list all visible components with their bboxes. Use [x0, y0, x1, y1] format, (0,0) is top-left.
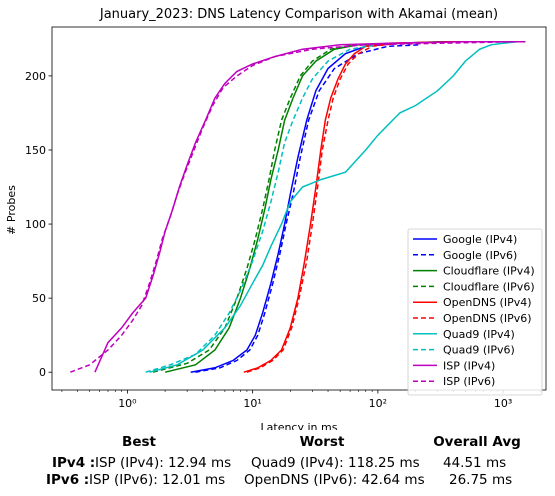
summary-stats: Best Worst Overall Avg IPv4 : ISP (IPv4)…: [0, 430, 555, 496]
legend-label-google-ipv4: Google (IPv4): [443, 233, 517, 246]
legend-label-isp-ipv4: ISP (IPv4): [443, 359, 495, 372]
y-tick-label: 200: [25, 70, 46, 83]
x-axis-label: Latency in ms: [261, 421, 338, 430]
legend-label-quad9-ipv6: Quad9 (IPv6): [443, 344, 515, 357]
x-tick-label: 10²: [369, 397, 387, 410]
legend-label-cloudflare-ipv4: Cloudflare (IPv4): [443, 265, 535, 278]
legend-label-isp-ipv6: ISP (IPv6): [443, 375, 495, 388]
y-tick-label: 100: [25, 218, 46, 231]
legend-label-cloudflare-ipv6: Cloudflare (IPv6): [443, 280, 535, 293]
y-tick-label: 50: [32, 292, 46, 305]
series-line-quad9-ipv6: [145, 44, 379, 373]
ipv6-best: ISP (IPv6): 12.01 ms: [89, 472, 226, 488]
legend-label-opendns-ipv6: OpenDNS (IPv6): [443, 312, 532, 325]
ipv4-best: ISP (IPv4): 12.94 ms: [95, 455, 232, 471]
x-tick-label: 10¹: [243, 397, 261, 410]
worst-header: Worst: [299, 434, 345, 450]
plot-lines: [70, 41, 526, 373]
chart-title: January_2023: DNS Latency Comparison wit…: [99, 7, 498, 22]
plot-frame: [51, 26, 547, 391]
series-line-cloudflare-ipv6: [152, 42, 393, 373]
ipv6-worst: OpenDNS (IPv6): 42.64 ms: [244, 472, 425, 488]
legend-label-google-ipv6: Google (IPv6): [443, 249, 517, 262]
legend-label-quad9-ipv4: Quad9 (IPv4): [443, 328, 515, 341]
series-line-google-ipv6: [195, 44, 421, 373]
y-axis-label: # Probes: [5, 185, 18, 235]
latency-chart: January_2023: DNS Latency Comparison wit…: [5, 7, 547, 430]
ipv6-row-label: IPv6 :: [46, 472, 90, 488]
ipv4-worst: Quad9 (IPv4): 118.25 ms: [251, 455, 420, 471]
series-line-isp-ipv4: [94, 41, 526, 373]
legend-label-opendns-ipv4: OpenDNS (IPv4): [443, 296, 532, 309]
ipv4-row-label: IPv4 :: [52, 455, 96, 471]
y-axis-ticks: 0 50 100 150 200: [25, 70, 52, 379]
x-tick-label: 10⁰: [118, 397, 137, 410]
series-line-quad9-ipv4: [149, 41, 518, 373]
legend: Google (IPv4) Google (IPv6) Cloudflare (IP…: [407, 228, 543, 396]
legend-box: [407, 228, 543, 396]
series-line-isp-ipv6: [70, 41, 514, 373]
y-tick-label: 150: [25, 144, 46, 157]
y-tick-label: 0: [39, 366, 46, 379]
ipv6-avg: 26.75 ms: [449, 472, 513, 488]
best-header: Best: [122, 434, 156, 450]
overall-avg-header: Overall Avg: [433, 434, 521, 450]
x-tick-label: 10³: [494, 397, 512, 410]
x-axis-ticks: 10⁰ 10¹ 10² 10³: [61, 390, 542, 410]
ipv4-avg: 44.51 ms: [443, 455, 507, 471]
